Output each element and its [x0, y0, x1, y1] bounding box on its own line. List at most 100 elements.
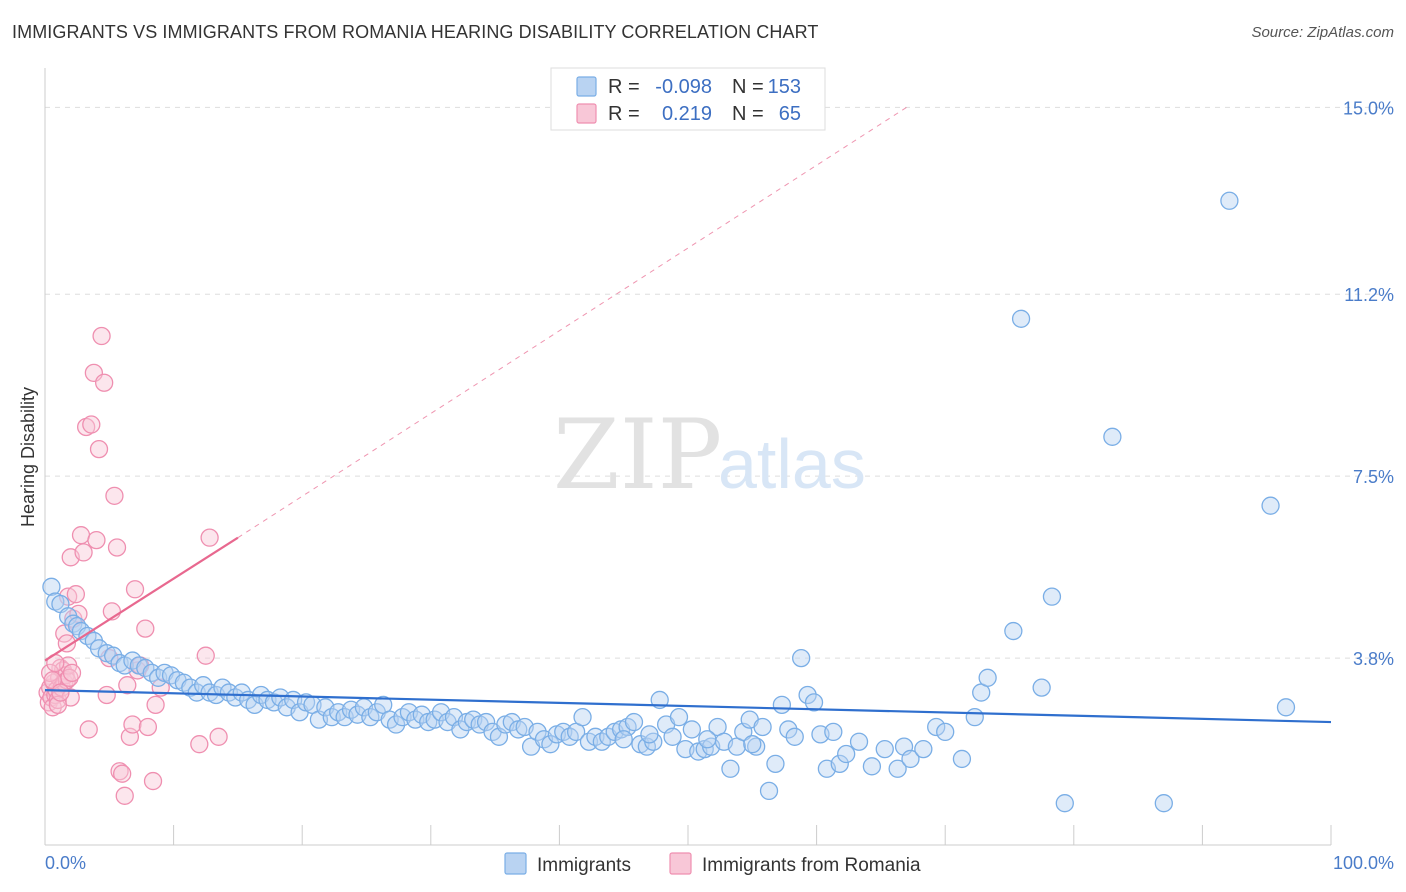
grid	[45, 106, 1391, 659]
x-tick-label-min: 0.0%	[45, 853, 86, 873]
immigrants-point-125	[837, 744, 856, 764]
legend-r-label-0: R =	[608, 76, 640, 98]
legend-n-value-0: 153	[768, 76, 801, 98]
immigrants-point-133	[927, 717, 946, 737]
trendline-romania-extension	[237, 106, 907, 539]
immigrants-point-120	[804, 693, 824, 712]
immigrants-point-92	[624, 712, 644, 732]
romania-point-35	[79, 720, 98, 739]
immigrants-point-149	[614, 730, 633, 749]
chart-source: Source: ZipAtlas.com	[1251, 24, 1394, 41]
y-axis-title: Hearing Disability	[18, 387, 38, 527]
romania-point-19	[62, 663, 82, 683]
immigrants-point-112	[753, 717, 772, 737]
romania-point-24	[51, 683, 70, 702]
immigrants-point-142	[1042, 587, 1062, 606]
y-tick-label-0: 3.8%	[1353, 649, 1394, 669]
immigrants-point-114	[766, 754, 785, 774]
immigrants-point-65	[451, 720, 470, 739]
romania-point-52	[123, 715, 142, 734]
immigrants-point-146	[1220, 191, 1239, 210]
legend-r-value-1: 0.219	[662, 103, 712, 125]
trendline-romania	[44, 536, 239, 662]
romania-point-59	[146, 695, 165, 714]
y-tick-labels: 3.8% 7.5% 11.2% 15.0%	[1343, 98, 1394, 669]
immigrants-point-152	[743, 735, 762, 754]
immigrants-point-124	[830, 754, 849, 774]
x-tick-label-max: 100.0%	[1333, 853, 1394, 873]
immigrants-point-139	[1004, 621, 1023, 641]
romania-point-50	[118, 676, 137, 695]
immigrants-point-131	[901, 749, 920, 769]
romania-point-61	[190, 735, 209, 754]
immigrants-point-107	[721, 759, 740, 778]
x-ticks	[173, 825, 1332, 845]
immigrants-point-145	[1154, 794, 1173, 813]
immigrants-point-24	[187, 683, 206, 702]
romania-point-40	[92, 326, 111, 346]
immigrants-point-69	[476, 712, 496, 732]
bottom-legend: Immigrants Immigrants from Romania	[504, 852, 921, 876]
y-tick-label-3: 15.0%	[1343, 98, 1394, 118]
romania-point-36	[82, 415, 101, 434]
immigrants-point-134	[936, 722, 955, 742]
immigrants-point-135	[952, 749, 972, 769]
trendline-immigrants	[44, 688, 1332, 724]
romania-point-56	[136, 619, 155, 638]
romania-point-32	[71, 526, 91, 545]
immigrants-point-0	[42, 577, 61, 596]
immigrants-point-113	[759, 781, 779, 801]
watermark-atlas: atlas	[718, 425, 866, 503]
immigrants-point-147	[1261, 496, 1280, 515]
romania-point-62	[196, 646, 215, 665]
romania-point-47	[110, 762, 129, 781]
romania-point-48	[113, 764, 132, 783]
romania-point-64	[209, 727, 228, 746]
watermark: ZIP atlas	[553, 399, 866, 511]
romania-point-33	[74, 543, 93, 562]
romania-point-30	[66, 585, 86, 604]
immigrants-point-151	[698, 730, 717, 749]
romania-point-49	[115, 786, 134, 805]
legend-swatch-romania	[576, 103, 597, 124]
immigrants-point-132	[914, 739, 933, 759]
romania-point-20	[40, 663, 60, 683]
immigrants-point-140	[1011, 309, 1031, 328]
immigrants-point-101	[682, 720, 702, 739]
immigrants-point-136	[965, 707, 984, 727]
romania-point-38	[87, 530, 106, 550]
romania-point-46	[107, 538, 127, 557]
immigrants-point-116	[779, 720, 798, 739]
romania-point-57	[138, 717, 158, 737]
romania-point-45	[105, 486, 124, 505]
immigrants-point-129	[888, 759, 907, 778]
legend-n-label-1: N =	[732, 103, 764, 125]
chart-title: IMMIGRANTS VS IMMIGRANTS FROM ROMANIA HE…	[12, 22, 819, 42]
immigrants-point-127	[862, 757, 882, 776]
immigrants-point-99	[669, 707, 689, 727]
romania-point-63	[200, 528, 219, 547]
immigrants-point-55	[386, 715, 406, 734]
immigrants-point-84	[573, 707, 592, 727]
legend-swatch-immigrants	[576, 76, 597, 97]
immigrants-point-118	[792, 648, 811, 668]
immigrants-point-128	[875, 739, 894, 759]
legend-n-label-0: N =	[732, 76, 764, 98]
immigrants-point-11	[104, 646, 123, 665]
y-tick-label-1: 7.5%	[1353, 467, 1394, 487]
immigrants-point-148	[1276, 698, 1296, 717]
bottom-legend-label-immigrants: Immigrants	[537, 855, 631, 876]
immigrants-point-138	[978, 668, 997, 687]
legend-n-value-1: 65	[779, 103, 801, 125]
immigrants-point-79	[541, 735, 560, 754]
legend-r-value-0: -0.098	[655, 76, 712, 98]
legend-frame	[550, 67, 826, 131]
legend-r-label-1: R =	[608, 103, 640, 125]
legend-box: R = -0.098 N = 153 R = 0.219 N = 65	[550, 67, 826, 131]
immigrants-point-31	[232, 683, 251, 702]
romania-point-39	[89, 439, 109, 459]
bottom-legend-swatch-immigrants	[504, 852, 527, 875]
romania-point-26	[57, 634, 77, 653]
bottom-legend-label-romania: Immigrants from Romania	[702, 855, 921, 876]
